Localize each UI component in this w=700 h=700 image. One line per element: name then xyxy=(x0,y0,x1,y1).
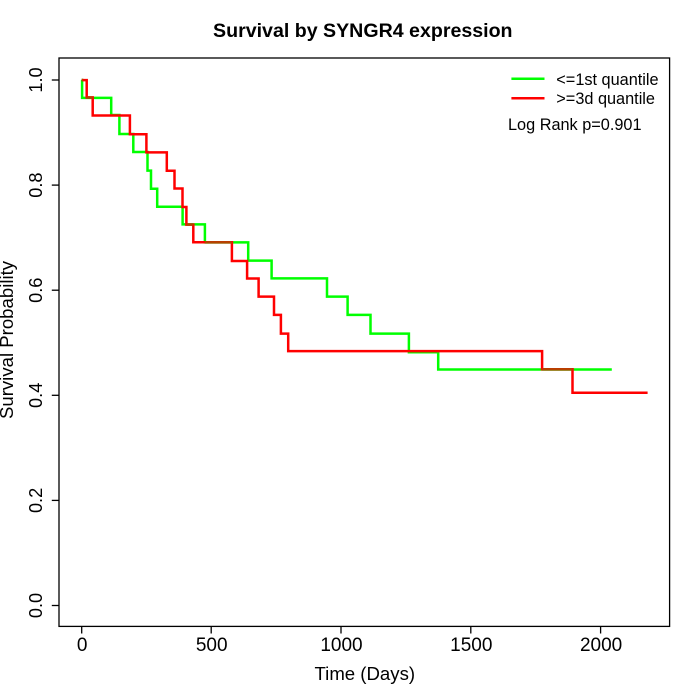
svg-text:0: 0 xyxy=(77,635,88,656)
svg-text:Survival Probability: Survival Probability xyxy=(0,260,17,419)
svg-text:<=1st quantile: <=1st quantile xyxy=(556,71,658,89)
svg-text:2000: 2000 xyxy=(580,635,622,656)
svg-text:0.0: 0.0 xyxy=(26,593,46,618)
svg-text:0.2: 0.2 xyxy=(26,488,46,513)
svg-text:0.8: 0.8 xyxy=(26,172,46,197)
svg-text:>=3d quantile: >=3d quantile xyxy=(556,90,655,108)
svg-text:0.6: 0.6 xyxy=(26,278,46,303)
svg-text:Survival by SYNGR4 expression: Survival by SYNGR4 expression xyxy=(213,20,512,42)
svg-text:Time (Days): Time (Days) xyxy=(315,663,416,684)
svg-text:1.0: 1.0 xyxy=(26,67,46,92)
svg-text:Log Rank p=0.901: Log Rank p=0.901 xyxy=(508,116,642,134)
svg-text:500: 500 xyxy=(196,635,228,656)
svg-text:0.4: 0.4 xyxy=(26,383,46,408)
svg-text:1000: 1000 xyxy=(320,635,362,656)
svg-text:1500: 1500 xyxy=(450,635,492,656)
